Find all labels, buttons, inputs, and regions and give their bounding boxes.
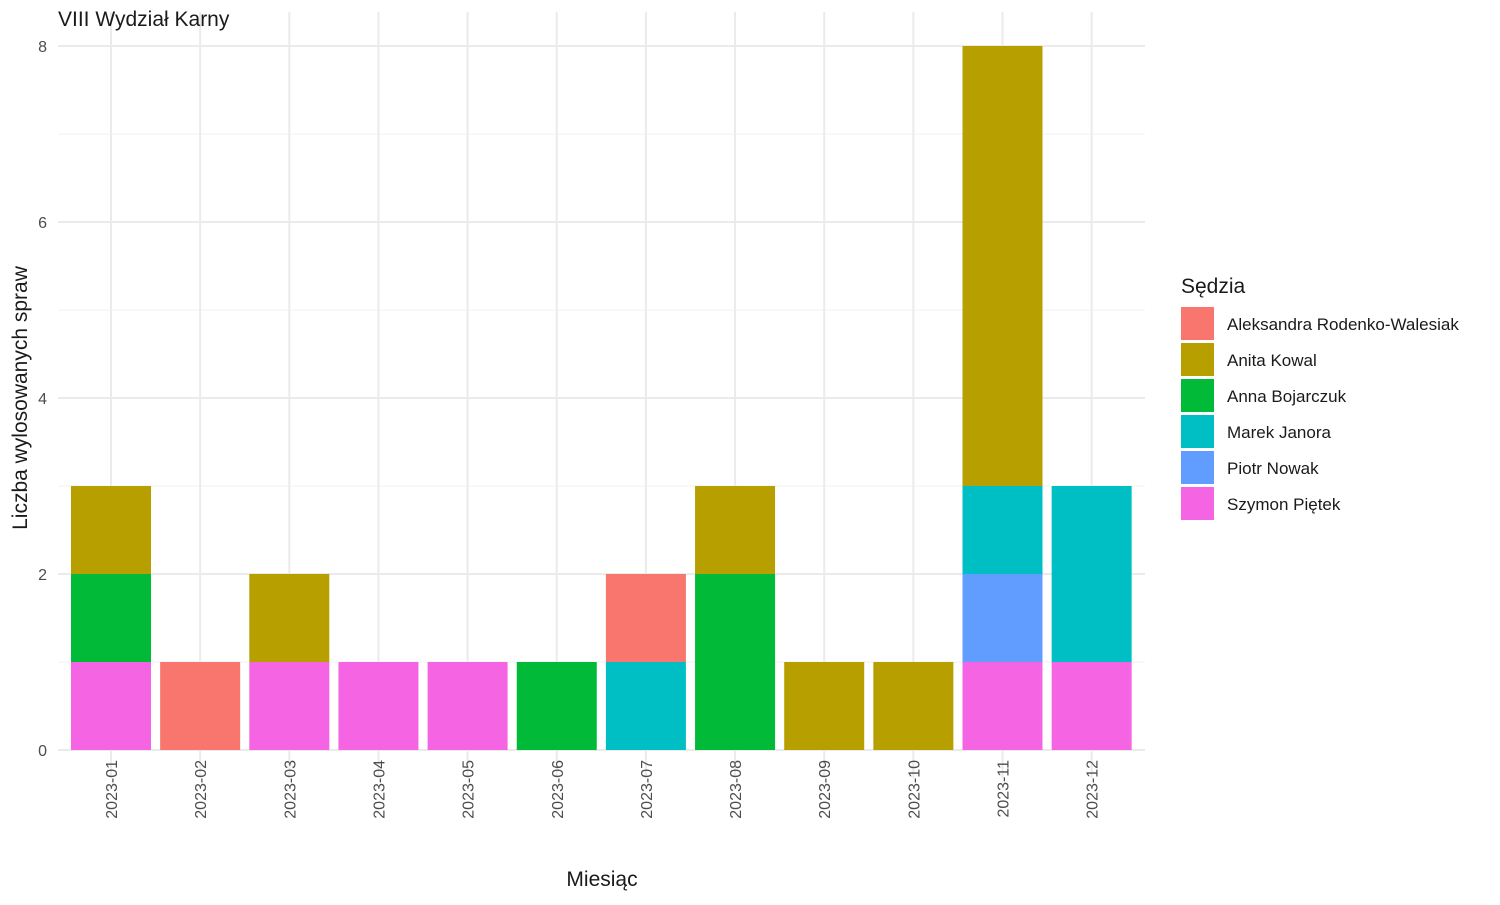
bar-segment (427, 662, 508, 750)
bar-segment (160, 662, 241, 750)
bar-segment (962, 486, 1043, 574)
bar-segment (962, 46, 1043, 486)
bar-segment (338, 662, 419, 750)
legend: Sędzia Aleksandra Rodenko-Walesiak Anita … (1181, 275, 1459, 520)
chart-title: VIII Wydział Karny (58, 8, 230, 31)
bar-segment (605, 662, 686, 750)
x-tick-label: 2023-06 (550, 760, 567, 819)
legend-key (1181, 379, 1214, 412)
legend-key (1181, 307, 1214, 340)
bar-segment (962, 662, 1043, 750)
x-tick-label: 2023-07 (639, 760, 656, 819)
legend-label: Marek Janora (1227, 423, 1331, 442)
bar-segment (1051, 486, 1132, 662)
bars (71, 46, 1132, 750)
grid (58, 12, 1145, 778)
x-tick-label: 2023-02 (193, 760, 210, 819)
legend-key (1181, 415, 1214, 448)
x-tick-label: 2023-09 (817, 760, 834, 819)
bar-segment (1051, 662, 1132, 750)
bar-segment (605, 574, 686, 662)
y-tick-label: 4 (38, 391, 47, 408)
x-axis-ticks: 2023-01 2023-02 2023-03 2023-04 2023-05 2023-… (104, 760, 1102, 819)
legend-label: Szymon Piętek (1227, 495, 1341, 514)
x-tick-label: 2023-03 (282, 760, 299, 819)
y-tick-label: 2 (38, 567, 47, 584)
y-tick-label: 0 (38, 743, 47, 760)
y-axis-label: Liczba wylosowanych spraw (9, 265, 32, 530)
legend-key (1181, 487, 1214, 520)
bar-segment (784, 662, 865, 750)
bar-segment (695, 486, 776, 574)
bar-segment (71, 486, 151, 574)
x-tick-label: 2023-10 (906, 760, 923, 819)
legend-key (1181, 343, 1214, 376)
y-tick-label: 8 (38, 39, 47, 56)
bar-segment (249, 662, 330, 750)
legend-label: Aleksandra Rodenko-Walesiak (1227, 315, 1459, 334)
x-tick-label: 2023-05 (461, 760, 478, 819)
legend-key (1181, 451, 1214, 484)
y-axis-ticks: 0 2 4 6 8 (38, 39, 47, 760)
bar-segment (71, 662, 151, 750)
legend-label: Anita Kowal (1227, 351, 1317, 370)
x-tick-label: 2023-12 (1085, 760, 1102, 819)
bar-segment (249, 574, 330, 662)
x-tick-label: 2023-01 (104, 760, 121, 819)
y-tick-label: 6 (38, 215, 47, 232)
bar-segment (873, 662, 954, 750)
bar-segment (695, 574, 776, 750)
legend-title: Sędzia (1181, 275, 1246, 298)
x-axis-label: Miesiąc (566, 868, 637, 891)
x-tick-label: 2023-08 (728, 760, 745, 819)
legend-label: Piotr Nowak (1227, 459, 1319, 478)
x-tick-label: 2023-11 (996, 760, 1013, 818)
x-tick-label: 2023-04 (371, 760, 388, 819)
legend-label: Anna Bojarczuk (1227, 387, 1347, 406)
bar-segment (962, 574, 1043, 662)
bar-segment (516, 662, 597, 750)
bar-segment (71, 574, 151, 662)
